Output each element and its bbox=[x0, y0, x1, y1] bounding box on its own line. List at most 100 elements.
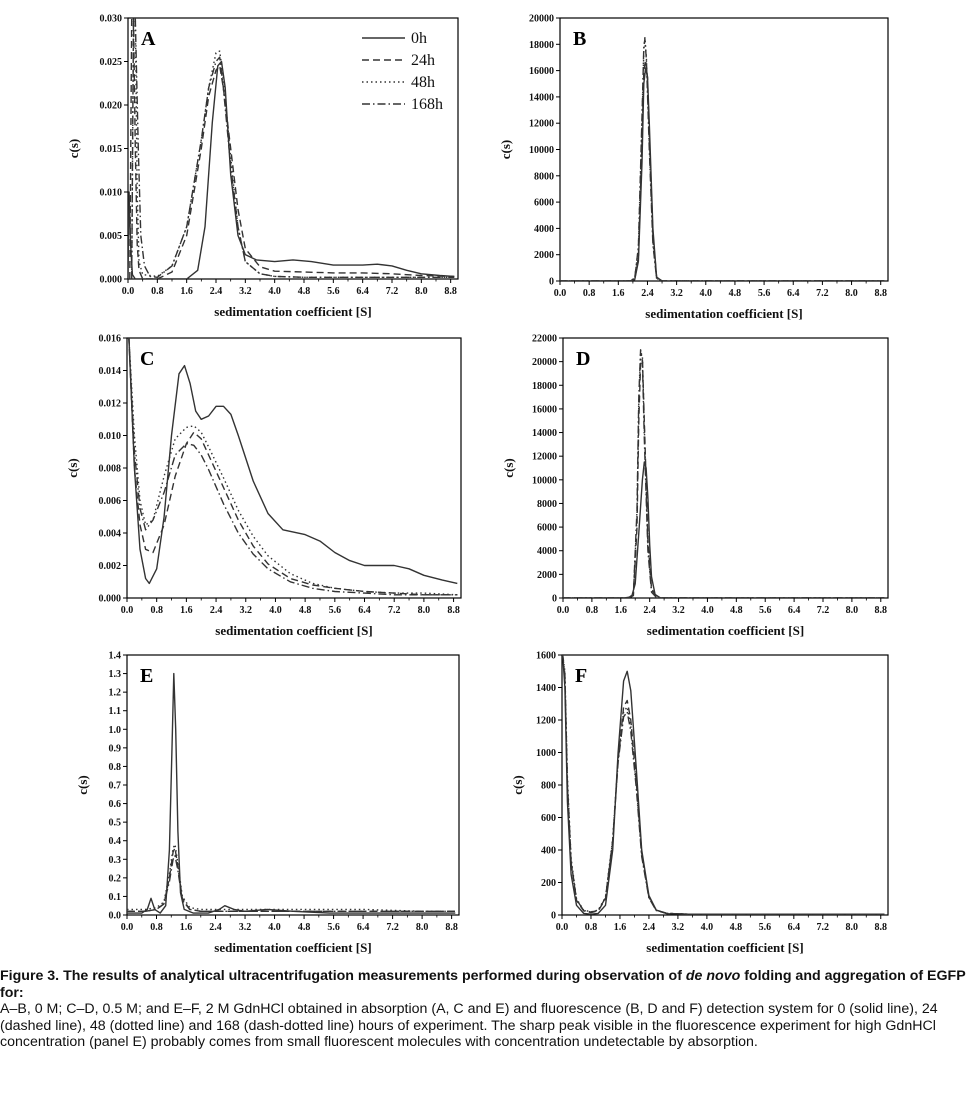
x-tick-label-a: 3.2 bbox=[239, 286, 252, 297]
y-tick-label-f: 1000 bbox=[536, 748, 556, 759]
y-tick-label-c: 0.012 bbox=[99, 399, 122, 410]
panel-label-f: F bbox=[575, 665, 587, 687]
series-line-a-48h bbox=[131, 18, 455, 279]
x-tick-label-d: 7.2 bbox=[817, 605, 830, 616]
legend-label-0h: 0h bbox=[411, 30, 427, 47]
y-tick-label-b: 10000 bbox=[529, 145, 554, 156]
y-tick-label-a: 0.010 bbox=[100, 188, 123, 199]
y-tick-label-d: 22000 bbox=[532, 334, 557, 345]
x-tick-label-a: 2.4 bbox=[210, 286, 223, 297]
y-tick-label-e: 1.4 bbox=[109, 651, 122, 662]
y-tick-label-d: 8000 bbox=[537, 499, 557, 510]
x-axis-label-e: sedimentation coefficient [S] bbox=[214, 940, 371, 955]
y-tick-label-d: 10000 bbox=[532, 475, 557, 486]
x-tick-label-b: 3.2 bbox=[670, 288, 683, 299]
y-tick-label-e: 0.1 bbox=[109, 892, 122, 903]
x-tick-label-c: 8.0 bbox=[418, 605, 431, 616]
x-tick-label-c: 5.6 bbox=[329, 605, 342, 616]
y-tick-label-e: 0.5 bbox=[109, 818, 122, 829]
y-tick-label-c: 0.002 bbox=[99, 561, 122, 572]
caption-title-italic: de novo bbox=[685, 968, 741, 984]
x-tick-label-c: 3.2 bbox=[240, 605, 253, 616]
panel-c: 0.0 0.8 1.6 2.4 3.2 4.0 4.8 5.6 6.4 7.2 8.0 8.8 0.00… bbox=[65, 334, 462, 638]
y-axis-label-f: c(s) bbox=[510, 775, 525, 795]
y-tick-label-c: 0.000 bbox=[99, 594, 122, 605]
x-tick-label-e: 0.8 bbox=[150, 922, 163, 933]
y-tick-label-b: 0 bbox=[549, 277, 554, 288]
x-tick-label-e: 6.4 bbox=[357, 922, 370, 933]
y-tick-label-f: 1600 bbox=[536, 651, 556, 662]
x-tick-label-d: 4.8 bbox=[730, 605, 743, 616]
x-tick-label-d: 8.8 bbox=[875, 605, 888, 616]
y-tick-label-a: 0.020 bbox=[100, 101, 123, 112]
panel-label-a: A bbox=[141, 28, 156, 50]
x-tick-label-c: 4.0 bbox=[269, 605, 282, 616]
x-tick-label-b: 6.4 bbox=[787, 288, 800, 299]
x-tick-label-a: 0.0 bbox=[122, 286, 135, 297]
y-tick-label-a: 0.000 bbox=[100, 275, 123, 286]
series-line-b-24h bbox=[560, 59, 885, 281]
y-tick-label-f: 0 bbox=[551, 911, 556, 922]
x-tick-label-d: 6.4 bbox=[788, 605, 801, 616]
x-tick-label-e: 7.2 bbox=[386, 922, 399, 933]
y-tick-label-e: 0.0 bbox=[109, 911, 122, 922]
series-line-e-48h bbox=[127, 843, 456, 912]
y-tick-label-d: 20000 bbox=[532, 357, 557, 368]
x-tick-label-f: 7.2 bbox=[817, 922, 830, 933]
x-tick-label-b: 0.8 bbox=[583, 288, 596, 299]
y-tick-label-e: 0.4 bbox=[109, 836, 122, 847]
y-tick-label-f: 1400 bbox=[536, 683, 556, 694]
y-axis-label-b: c(s) bbox=[498, 140, 513, 160]
legend: 0h 24h 48h 168h bbox=[362, 30, 443, 113]
series-line-d-0h bbox=[563, 461, 885, 598]
x-tick-label-a: 1.6 bbox=[180, 286, 193, 297]
plot-frame-f bbox=[561, 654, 889, 916]
panel-f: 0.0 0.8 1.6 2.4 3.2 4.0 4.8 5.6 6.4 7.2 8.0 8.8 0 200… bbox=[510, 651, 889, 955]
y-tick-label-d: 6000 bbox=[537, 523, 557, 534]
series-line-a-168h bbox=[131, 18, 455, 279]
x-tick-label-a: 5.6 bbox=[327, 286, 340, 297]
x-tick-label-e: 8.8 bbox=[445, 922, 458, 933]
x-tick-label-a: 4.8 bbox=[298, 286, 311, 297]
y-tick-label-d: 14000 bbox=[532, 428, 557, 439]
y-tick-label-e: 0.7 bbox=[109, 781, 122, 792]
x-tick-label-f: 6.4 bbox=[788, 922, 801, 933]
y-tick-label-e: 0.8 bbox=[109, 762, 122, 773]
x-axis-label-b: sedimentation coefficient [S] bbox=[645, 306, 802, 321]
x-tick-label-d: 1.6 bbox=[615, 605, 628, 616]
x-tick-label-a: 6.4 bbox=[356, 286, 369, 297]
x-tick-label-e: 0.0 bbox=[121, 922, 134, 933]
x-tick-label-f: 0.0 bbox=[556, 922, 569, 933]
x-tick-label-f: 2.4 bbox=[643, 922, 656, 933]
panel-label-e: E bbox=[140, 665, 153, 687]
series-line-f-0h bbox=[562, 655, 885, 915]
y-axis-label-e: c(s) bbox=[75, 775, 90, 795]
x-tick-label-f: 5.6 bbox=[759, 922, 772, 933]
y-tick-label-a: 0.015 bbox=[100, 144, 123, 155]
series-line-d-168h bbox=[563, 349, 885, 598]
x-tick-label-f: 8.0 bbox=[846, 922, 859, 933]
y-tick-label-c: 0.006 bbox=[99, 496, 122, 507]
x-tick-label-d: 5.6 bbox=[759, 605, 772, 616]
y-tick-label-b: 16000 bbox=[529, 66, 554, 77]
x-tick-label-a: 4.0 bbox=[268, 286, 281, 297]
x-tick-label-a: 7.2 bbox=[386, 286, 399, 297]
series-line-f-48h bbox=[562, 655, 885, 915]
x-tick-label-c: 8.8 bbox=[447, 605, 460, 616]
series-line-d-24h bbox=[563, 358, 885, 598]
panel-d: 0.0 0.8 1.6 2.4 3.2 4.0 4.8 5.6 6.4 7.2 8.0 8.8 0 200… bbox=[501, 334, 889, 638]
series-line-a-0h bbox=[128, 60, 455, 279]
series-line-b-168h bbox=[560, 38, 885, 281]
y-axis-label-a: c(s) bbox=[66, 139, 81, 159]
x-tick-label-b: 8.8 bbox=[874, 288, 887, 299]
caption-title: Figure 3. The results of analytical ultr… bbox=[0, 968, 686, 984]
x-tick-label-d: 2.4 bbox=[643, 605, 656, 616]
y-tick-label-f: 400 bbox=[541, 846, 556, 857]
x-tick-label-f: 4.8 bbox=[730, 922, 743, 933]
y-tick-label-d: 2000 bbox=[537, 570, 557, 581]
x-tick-label-f: 4.0 bbox=[701, 922, 714, 933]
x-tick-label-b: 4.0 bbox=[700, 288, 713, 299]
series-line-d-48h bbox=[563, 351, 885, 598]
y-tick-label-e: 1.1 bbox=[109, 706, 122, 717]
x-tick-label-d: 0.0 bbox=[557, 605, 570, 616]
